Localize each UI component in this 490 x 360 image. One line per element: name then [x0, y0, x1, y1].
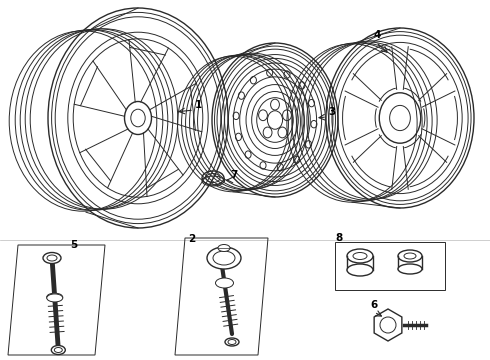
Text: 8: 8 [335, 233, 342, 243]
Ellipse shape [225, 338, 239, 346]
Ellipse shape [398, 250, 422, 262]
Text: 7: 7 [230, 170, 237, 180]
Ellipse shape [51, 346, 65, 355]
Ellipse shape [216, 278, 234, 288]
Ellipse shape [47, 294, 63, 302]
Ellipse shape [218, 244, 230, 252]
Ellipse shape [398, 264, 422, 274]
Text: 6: 6 [370, 300, 377, 310]
Text: 1: 1 [195, 100, 202, 110]
Ellipse shape [347, 249, 373, 263]
Text: 5: 5 [70, 240, 77, 250]
Ellipse shape [43, 252, 61, 264]
Ellipse shape [47, 293, 63, 301]
Text: 4: 4 [373, 30, 380, 40]
Ellipse shape [207, 247, 241, 269]
Ellipse shape [347, 264, 373, 276]
Text: 3: 3 [328, 107, 335, 117]
Polygon shape [374, 309, 402, 341]
Text: 2: 2 [188, 234, 195, 244]
